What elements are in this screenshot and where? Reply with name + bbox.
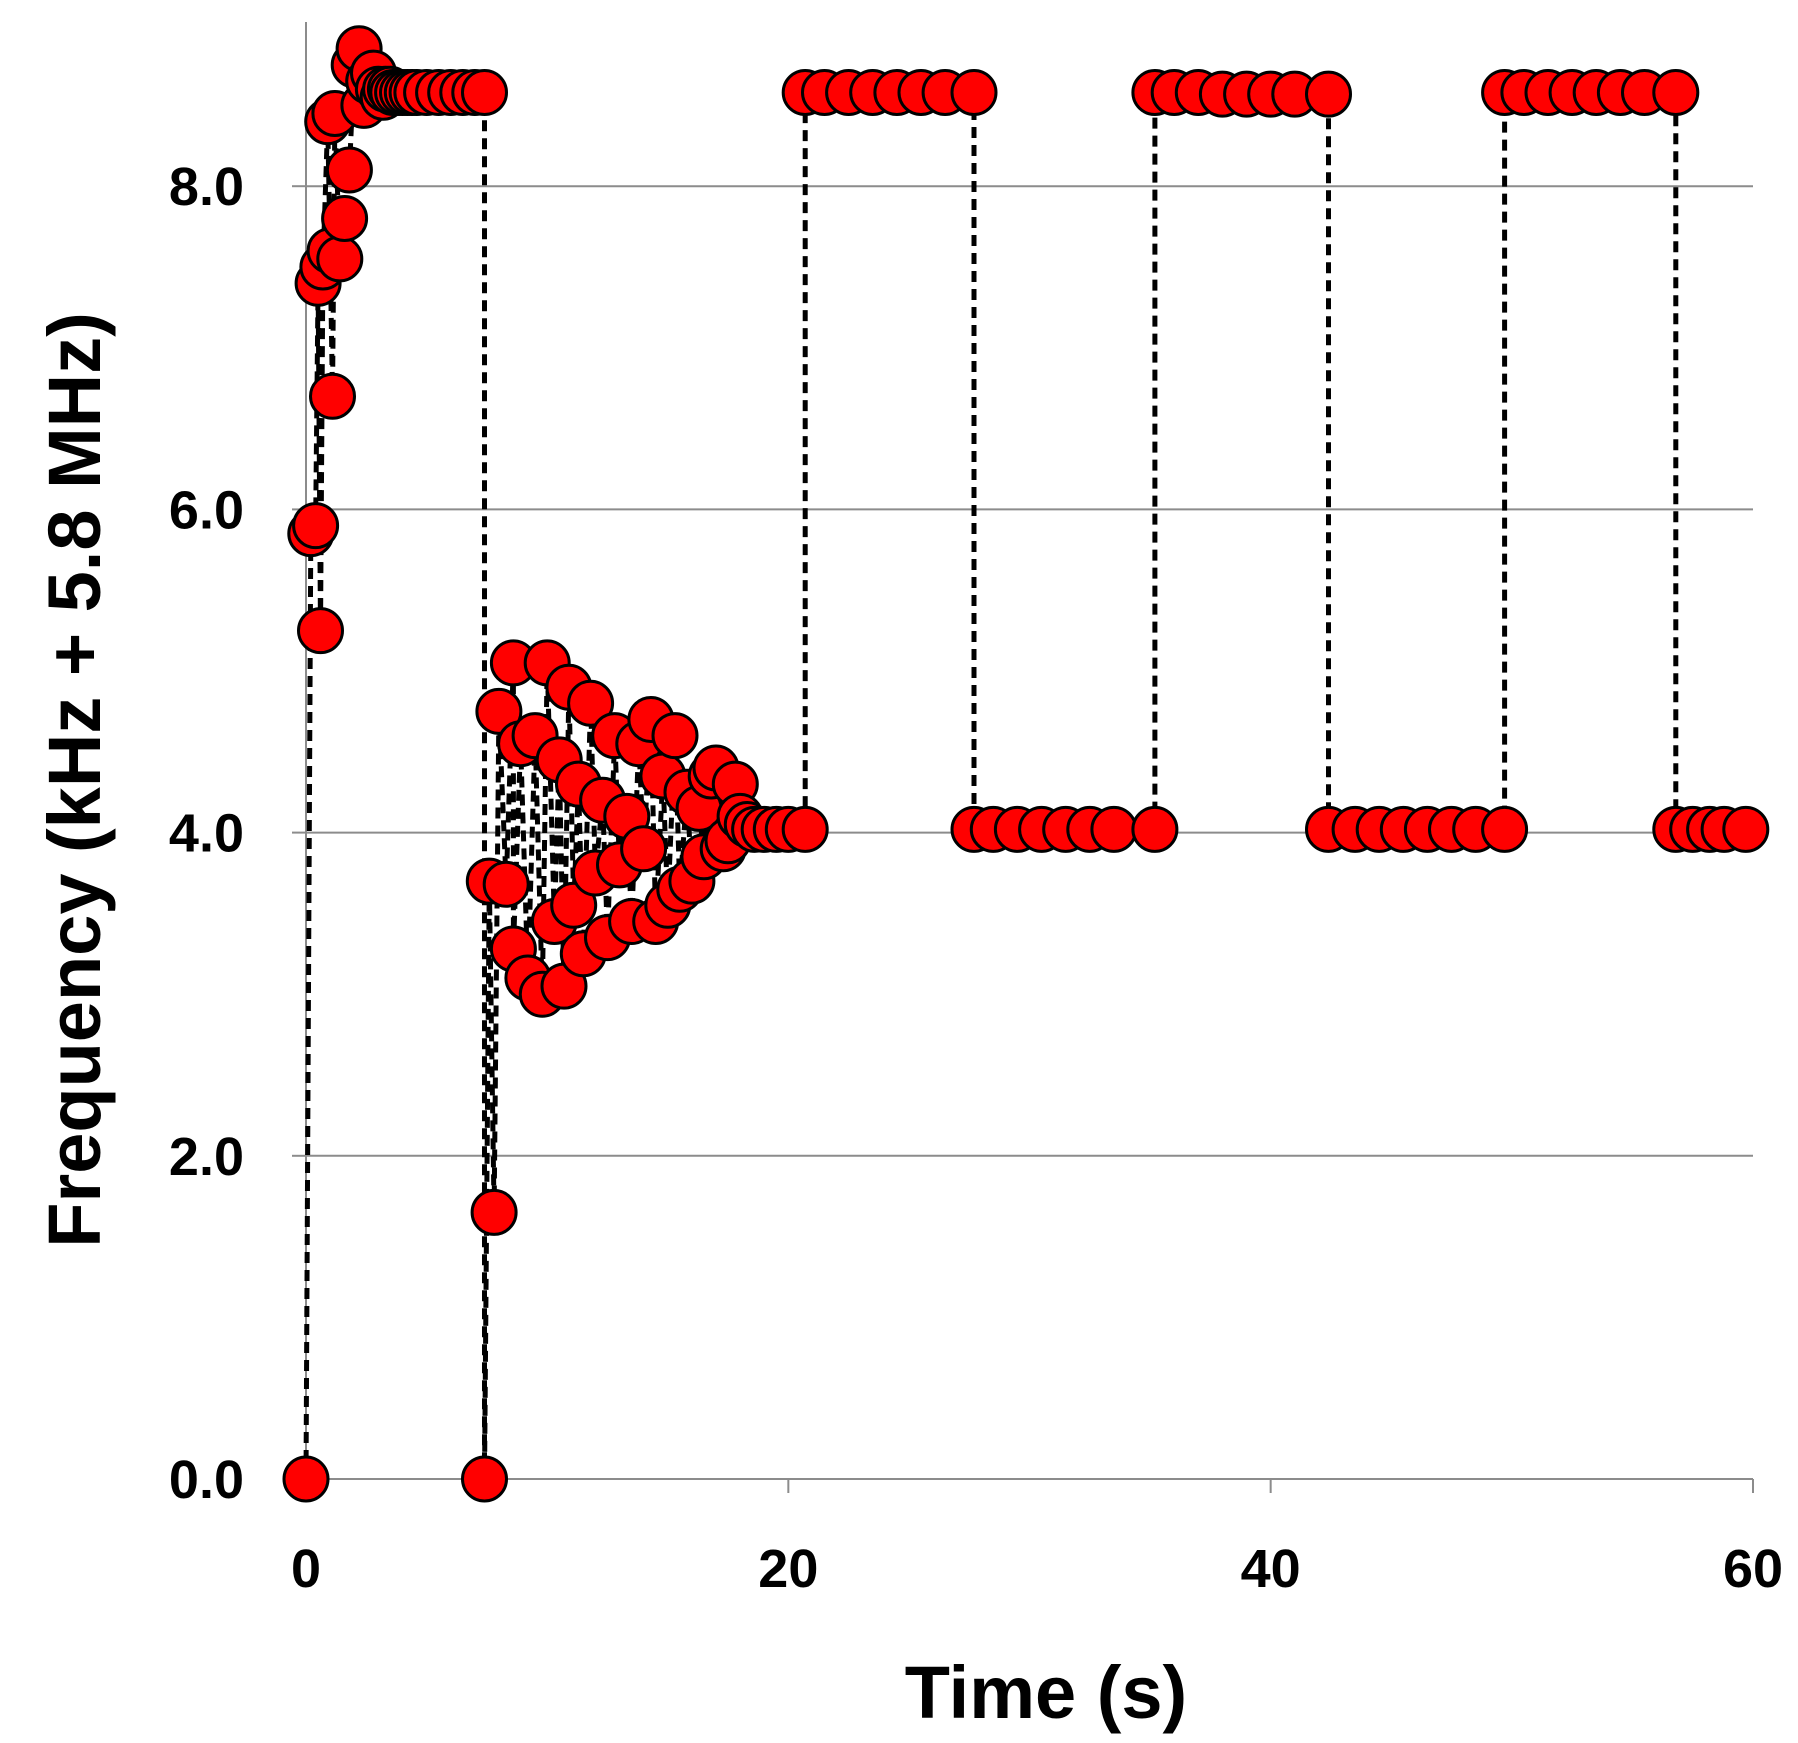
y-tick-label: 4.0 — [169, 804, 244, 864]
data-point — [1305, 70, 1352, 118]
y-tick-label: 8.0 — [169, 157, 244, 217]
data-point — [1481, 805, 1529, 853]
data-point — [309, 372, 356, 420]
data-point — [470, 1188, 518, 1236]
data-point — [321, 195, 369, 242]
y-tick-label: 6.0 — [169, 480, 244, 540]
data-point — [292, 502, 340, 550]
data-point — [282, 1455, 330, 1503]
x-tick-label: 40 — [1241, 1539, 1301, 1599]
data-point — [950, 69, 998, 116]
tick-labels: 0 20 40 60 0.0 2.0 4.0 6.0 8.0 — [169, 157, 1783, 1599]
data-point — [1131, 805, 1179, 853]
data-point — [567, 679, 615, 727]
y-tick-label: 2.0 — [169, 1127, 244, 1187]
data-point — [461, 69, 508, 116]
series-markers — [282, 25, 1770, 1503]
data-point — [620, 825, 668, 873]
data-point — [482, 860, 530, 908]
data-point — [1652, 69, 1700, 116]
data-point — [461, 1455, 508, 1503]
x-tick-label: 60 — [1723, 1539, 1783, 1599]
y-tick-label: 0.0 — [169, 1450, 244, 1510]
data-point — [297, 607, 344, 655]
data-point — [781, 805, 829, 853]
data-point — [550, 881, 598, 929]
x-tick-label: 0 — [291, 1539, 321, 1599]
data-point — [651, 712, 699, 760]
data-point — [475, 687, 523, 735]
x-axis-title: Time (s) — [905, 1651, 1187, 1734]
data-point — [1090, 805, 1138, 853]
x-tick-label: 20 — [758, 1539, 818, 1599]
y-axis-title: Frequency (kHz + 5.8 MHz) — [33, 312, 116, 1248]
data-point — [325, 146, 373, 194]
data-point — [316, 235, 364, 283]
data-point — [1722, 805, 1770, 853]
